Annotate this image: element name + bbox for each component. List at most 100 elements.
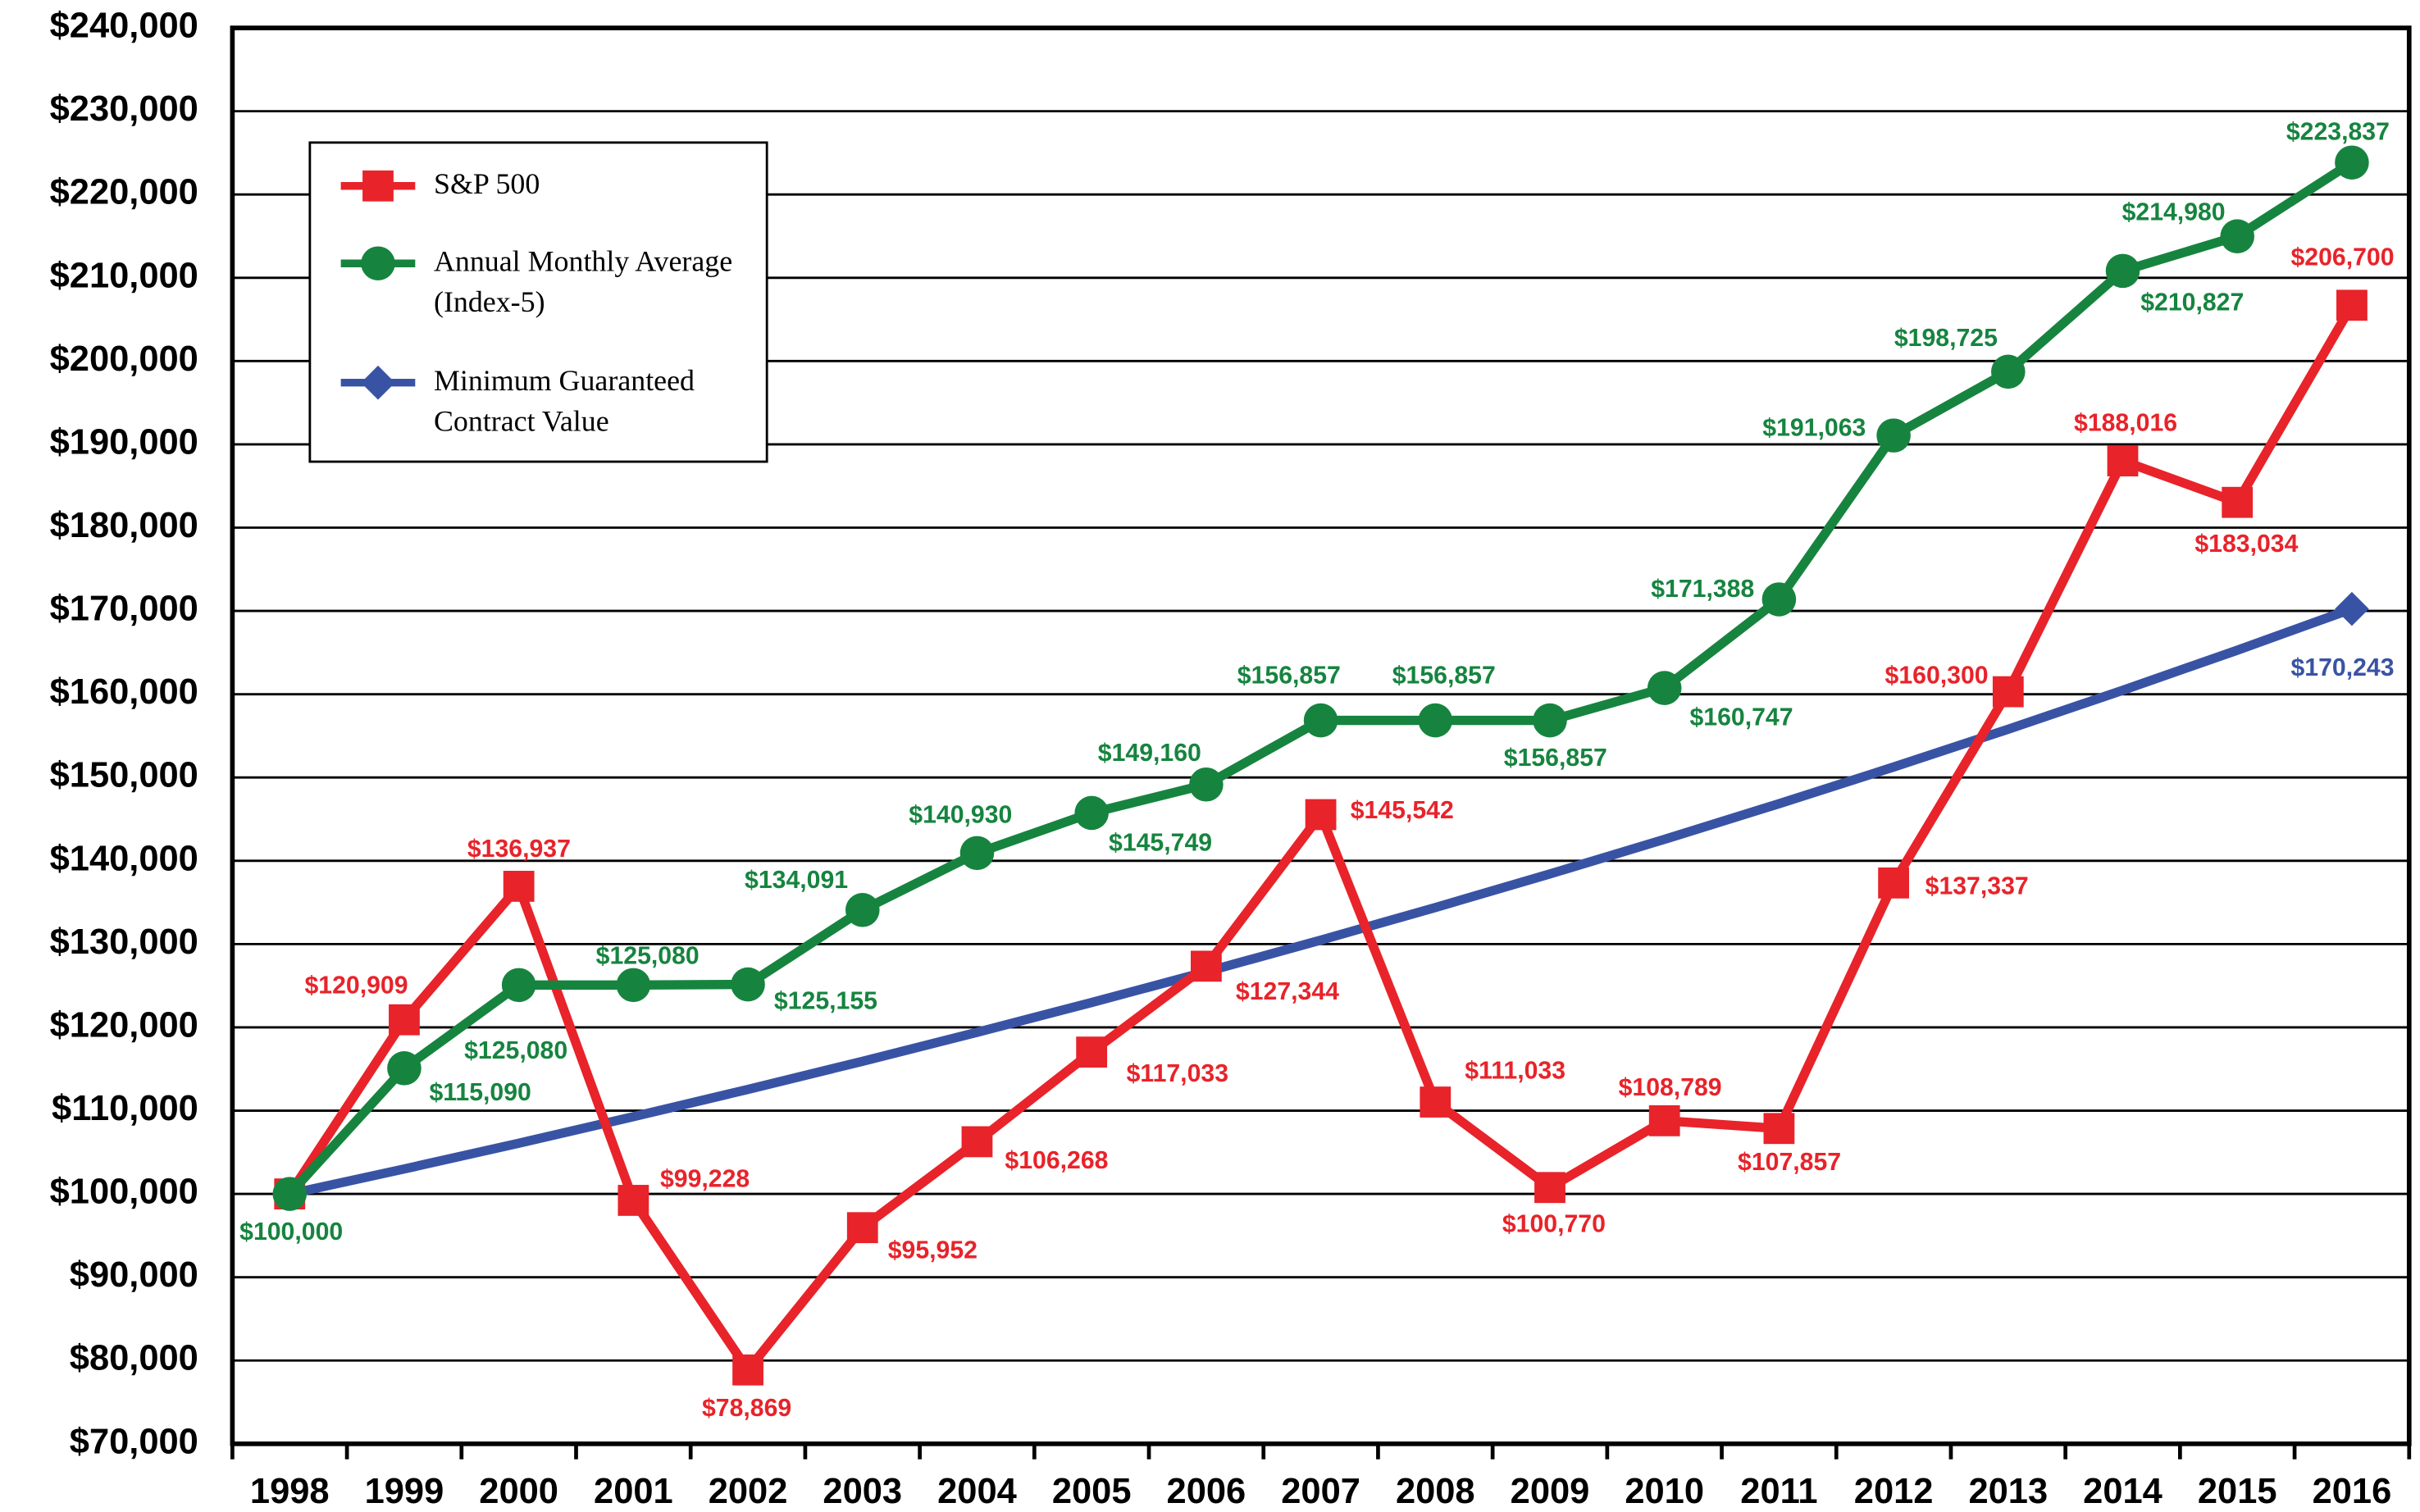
data-label: $140,930 bbox=[909, 802, 1012, 829]
x-tick-label: 2008 bbox=[1396, 1472, 1475, 1511]
y-tick-label: $220,000 bbox=[50, 173, 198, 212]
data-label: $149,160 bbox=[1098, 740, 1201, 767]
marker bbox=[361, 246, 395, 281]
legend-label: Annual Monthly Average (Index-5) bbox=[433, 246, 733, 320]
data-label: $223,837 bbox=[2286, 119, 2390, 146]
data-label: $136,937 bbox=[467, 836, 571, 863]
data-label: $156,857 bbox=[1237, 663, 1341, 690]
data-label: $134,091 bbox=[745, 867, 848, 894]
data-label: $125,080 bbox=[464, 1037, 567, 1064]
marker bbox=[1876, 418, 1911, 453]
y-tick-label: $200,000 bbox=[50, 339, 198, 379]
marker bbox=[845, 893, 880, 927]
legend-label: S&P 500 bbox=[433, 168, 540, 202]
marker bbox=[387, 1051, 422, 1086]
series-line bbox=[285, 303, 2356, 1375]
marker bbox=[1763, 1113, 1795, 1145]
data-label: $183,034 bbox=[2194, 531, 2298, 558]
x-tick-label: 2003 bbox=[823, 1472, 902, 1511]
marker bbox=[1647, 671, 1682, 705]
y-tick-label: $160,000 bbox=[50, 672, 198, 712]
legend-label: Minimum Guaranteed Contract Value bbox=[433, 365, 695, 439]
x-tick-label: 2001 bbox=[594, 1472, 673, 1511]
y-tick-label: $230,000 bbox=[50, 89, 198, 129]
y-tick-label: $180,000 bbox=[50, 506, 198, 545]
marker bbox=[1648, 1104, 1680, 1136]
x-tick-label: 2009 bbox=[1511, 1472, 1590, 1511]
y-tick-label: $130,000 bbox=[50, 922, 198, 962]
data-label: $188,016 bbox=[2074, 410, 2177, 437]
marker bbox=[362, 170, 394, 202]
y-tick-label: $190,000 bbox=[50, 422, 198, 462]
data-label: $115,090 bbox=[429, 1079, 531, 1106]
y-tick-label: $80,000 bbox=[70, 1339, 198, 1378]
marker bbox=[1074, 795, 1109, 831]
data-label: $145,542 bbox=[1351, 797, 1454, 824]
data-label: $100,000 bbox=[239, 1218, 343, 1246]
x-tick-label: 2012 bbox=[1854, 1472, 1934, 1511]
x-tick-label: 2006 bbox=[1167, 1472, 1246, 1511]
data-label: $160,300 bbox=[1885, 663, 1989, 690]
marker bbox=[2107, 445, 2139, 476]
y-tick-label: $100,000 bbox=[50, 1173, 198, 1212]
marker bbox=[2335, 145, 2369, 180]
marker bbox=[1189, 767, 1224, 802]
marker bbox=[1303, 703, 1338, 738]
x-tick-label: 2014 bbox=[2083, 1472, 2163, 1511]
data-label: $156,857 bbox=[1504, 745, 1607, 772]
data-label: $160,747 bbox=[1689, 704, 1793, 731]
y-tick-label: $240,000 bbox=[50, 7, 198, 46]
marker bbox=[1761, 582, 1797, 617]
legend-entry: Minimum Guaranteed Contract Value bbox=[433, 365, 695, 439]
y-tick-label: $90,000 bbox=[70, 1255, 198, 1295]
marker bbox=[1076, 1036, 1108, 1068]
marker bbox=[616, 968, 651, 1003]
marker bbox=[272, 1177, 308, 1211]
marker bbox=[1534, 1172, 1565, 1204]
data-label: $125,155 bbox=[774, 987, 877, 1014]
x-tick-label: 2007 bbox=[1281, 1472, 1360, 1511]
x-tick-label: 1998 bbox=[250, 1472, 330, 1511]
marker bbox=[846, 1212, 878, 1244]
data-label: $108,789 bbox=[1619, 1074, 1722, 1101]
marker bbox=[1190, 950, 1222, 982]
y-tick-label: $170,000 bbox=[50, 590, 198, 629]
data-label: $210,827 bbox=[2140, 289, 2244, 316]
marker bbox=[1533, 703, 1567, 738]
marker bbox=[618, 1185, 649, 1216]
data-label: $78,869 bbox=[702, 1395, 791, 1422]
y-tick-label: $210,000 bbox=[50, 256, 198, 295]
x-tick-label: 2004 bbox=[937, 1472, 1017, 1511]
data-label: $95,952 bbox=[888, 1237, 978, 1264]
data-label: $117,033 bbox=[1127, 1060, 1228, 1087]
data-label: $171,388 bbox=[1651, 576, 1754, 603]
x-tick-label: 2011 bbox=[1740, 1472, 1817, 1511]
x-tick-label: 2005 bbox=[1052, 1472, 1132, 1511]
x-tick-label: 2015 bbox=[2198, 1472, 2277, 1511]
series-line bbox=[289, 604, 2354, 1199]
marker bbox=[389, 1004, 420, 1036]
marker bbox=[2220, 219, 2254, 253]
marker bbox=[503, 871, 535, 902]
x-tick-label: 2016 bbox=[2313, 1472, 2392, 1511]
marker bbox=[961, 1126, 993, 1158]
marker bbox=[959, 836, 995, 871]
marker bbox=[2336, 289, 2368, 321]
marker bbox=[501, 968, 536, 1003]
y-tick-label: $140,000 bbox=[50, 839, 198, 878]
marker bbox=[2105, 253, 2140, 289]
data-label: $156,857 bbox=[1392, 663, 1496, 690]
y-tick-label: $110,000 bbox=[52, 1089, 198, 1128]
data-label: $198,725 bbox=[1894, 325, 1998, 352]
marker bbox=[1418, 703, 1453, 738]
y-tick-label: $70,000 bbox=[70, 1422, 198, 1461]
marker bbox=[731, 967, 765, 1002]
y-tick-label: $120,000 bbox=[50, 1005, 198, 1045]
data-label: $111,033 bbox=[1465, 1057, 1565, 1084]
marker bbox=[1878, 867, 1909, 899]
marker bbox=[1420, 1086, 1452, 1118]
data-label: $120,909 bbox=[305, 972, 408, 999]
data-label: $214,980 bbox=[2122, 199, 2226, 226]
